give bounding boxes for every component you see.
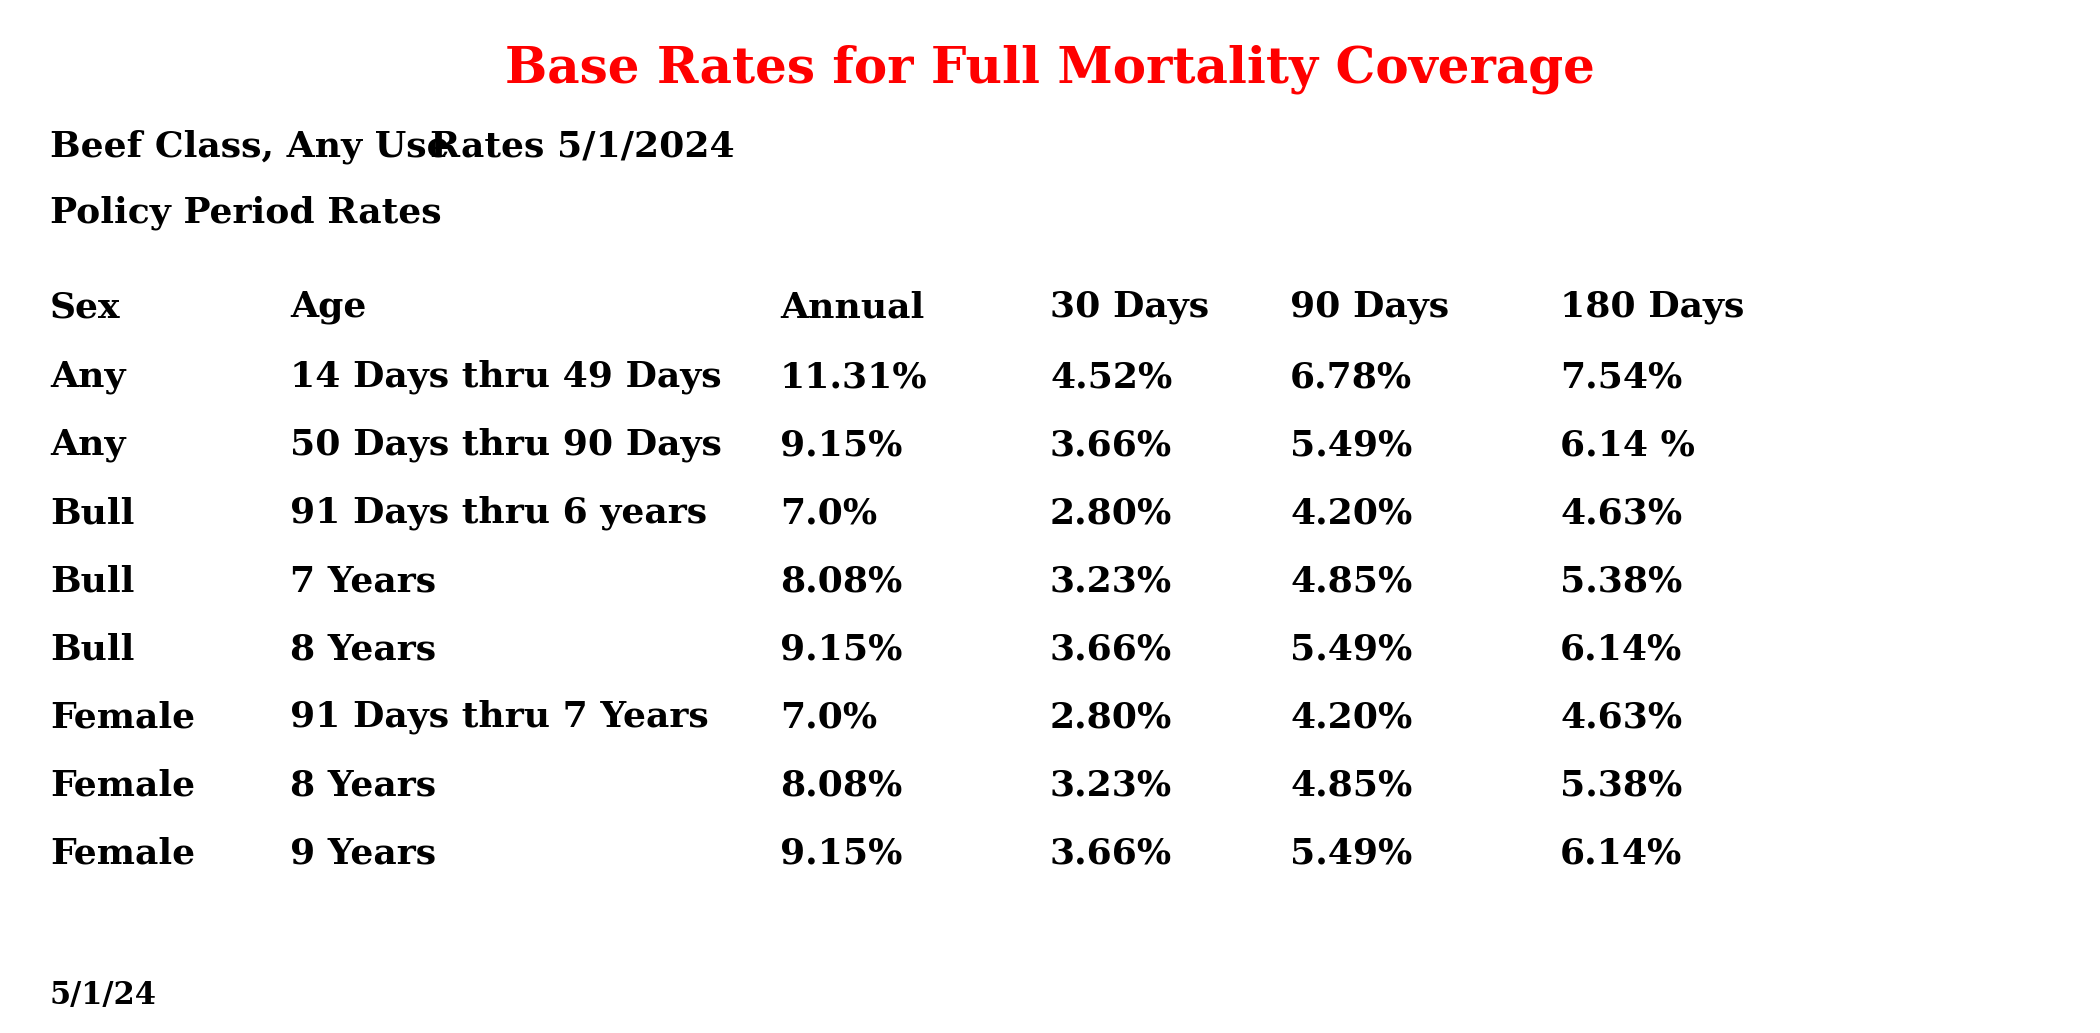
Text: 3.23%: 3.23%	[1050, 564, 1172, 598]
Text: 5.38%: 5.38%	[1560, 768, 1682, 802]
Text: 50 Days thru 90 Days: 50 Days thru 90 Days	[290, 428, 722, 463]
Text: 8 Years: 8 Years	[290, 632, 437, 666]
Text: 5.49%: 5.49%	[1289, 836, 1411, 870]
Text: Bull: Bull	[50, 496, 134, 530]
Text: 7.0%: 7.0%	[779, 700, 878, 734]
Text: Age: Age	[290, 290, 365, 324]
Text: 180 Days: 180 Days	[1560, 290, 1745, 324]
Text: 5.38%: 5.38%	[1560, 564, 1682, 598]
Text: 30 Days: 30 Days	[1050, 290, 1210, 324]
Text: Sex: Sex	[50, 290, 120, 324]
Text: 6.78%: 6.78%	[1289, 359, 1411, 394]
Text: 9 Years: 9 Years	[290, 836, 437, 870]
Text: 8.08%: 8.08%	[779, 768, 903, 802]
Text: 5/1/24: 5/1/24	[50, 980, 158, 1011]
Text: 4.85%: 4.85%	[1289, 564, 1411, 598]
Text: 14 Days thru 49 Days: 14 Days thru 49 Days	[290, 359, 722, 395]
Text: Beef Class, Any Use: Beef Class, Any Use	[50, 130, 449, 164]
Text: Female: Female	[50, 700, 195, 734]
Text: 2.80%: 2.80%	[1050, 496, 1172, 530]
Text: 4.52%: 4.52%	[1050, 359, 1172, 394]
Text: 6.14%: 6.14%	[1560, 836, 1682, 870]
Text: 3.23%: 3.23%	[1050, 768, 1172, 802]
Text: Bull: Bull	[50, 632, 134, 666]
Text: 4.63%: 4.63%	[1560, 700, 1682, 734]
Text: 6.14 %: 6.14 %	[1560, 428, 1695, 462]
Text: 4.20%: 4.20%	[1289, 496, 1411, 530]
Text: Bull: Bull	[50, 564, 134, 598]
Text: 7.0%: 7.0%	[779, 496, 878, 530]
Text: 5.49%: 5.49%	[1289, 632, 1411, 666]
Text: 9.15%: 9.15%	[779, 836, 903, 870]
Text: 8 Years: 8 Years	[290, 768, 437, 802]
Text: 9.15%: 9.15%	[779, 428, 903, 462]
Text: 7 Years: 7 Years	[290, 564, 437, 598]
Text: 2.80%: 2.80%	[1050, 700, 1172, 734]
Text: 3.66%: 3.66%	[1050, 836, 1172, 870]
Text: 9.15%: 9.15%	[779, 632, 903, 666]
Text: 4.20%: 4.20%	[1289, 700, 1411, 734]
Text: Female: Female	[50, 768, 195, 802]
Text: 7.54%: 7.54%	[1560, 359, 1682, 394]
Text: 8.08%: 8.08%	[779, 564, 903, 598]
Text: 3.66%: 3.66%	[1050, 632, 1172, 666]
Text: Any: Any	[50, 359, 126, 394]
Text: 6.14%: 6.14%	[1560, 632, 1682, 666]
Text: Any: Any	[50, 428, 126, 462]
Text: 4.63%: 4.63%	[1560, 496, 1682, 530]
Text: 90 Days: 90 Days	[1289, 290, 1449, 324]
Text: Female: Female	[50, 836, 195, 870]
Text: Policy Period Rates: Policy Period Rates	[50, 195, 441, 229]
Text: 91 Days thru 6 years: 91 Days thru 6 years	[290, 496, 708, 531]
Text: 11.31%: 11.31%	[779, 359, 928, 394]
Text: Annual: Annual	[779, 290, 924, 324]
Text: Base Rates for Full Mortality Coverage: Base Rates for Full Mortality Coverage	[506, 45, 1594, 94]
Text: 4.85%: 4.85%	[1289, 768, 1411, 802]
Text: 3.66%: 3.66%	[1050, 428, 1172, 462]
Text: 91 Days thru 7 Years: 91 Days thru 7 Years	[290, 700, 710, 734]
Text: Rates 5/1/2024: Rates 5/1/2024	[430, 130, 735, 164]
Text: 5.49%: 5.49%	[1289, 428, 1411, 462]
